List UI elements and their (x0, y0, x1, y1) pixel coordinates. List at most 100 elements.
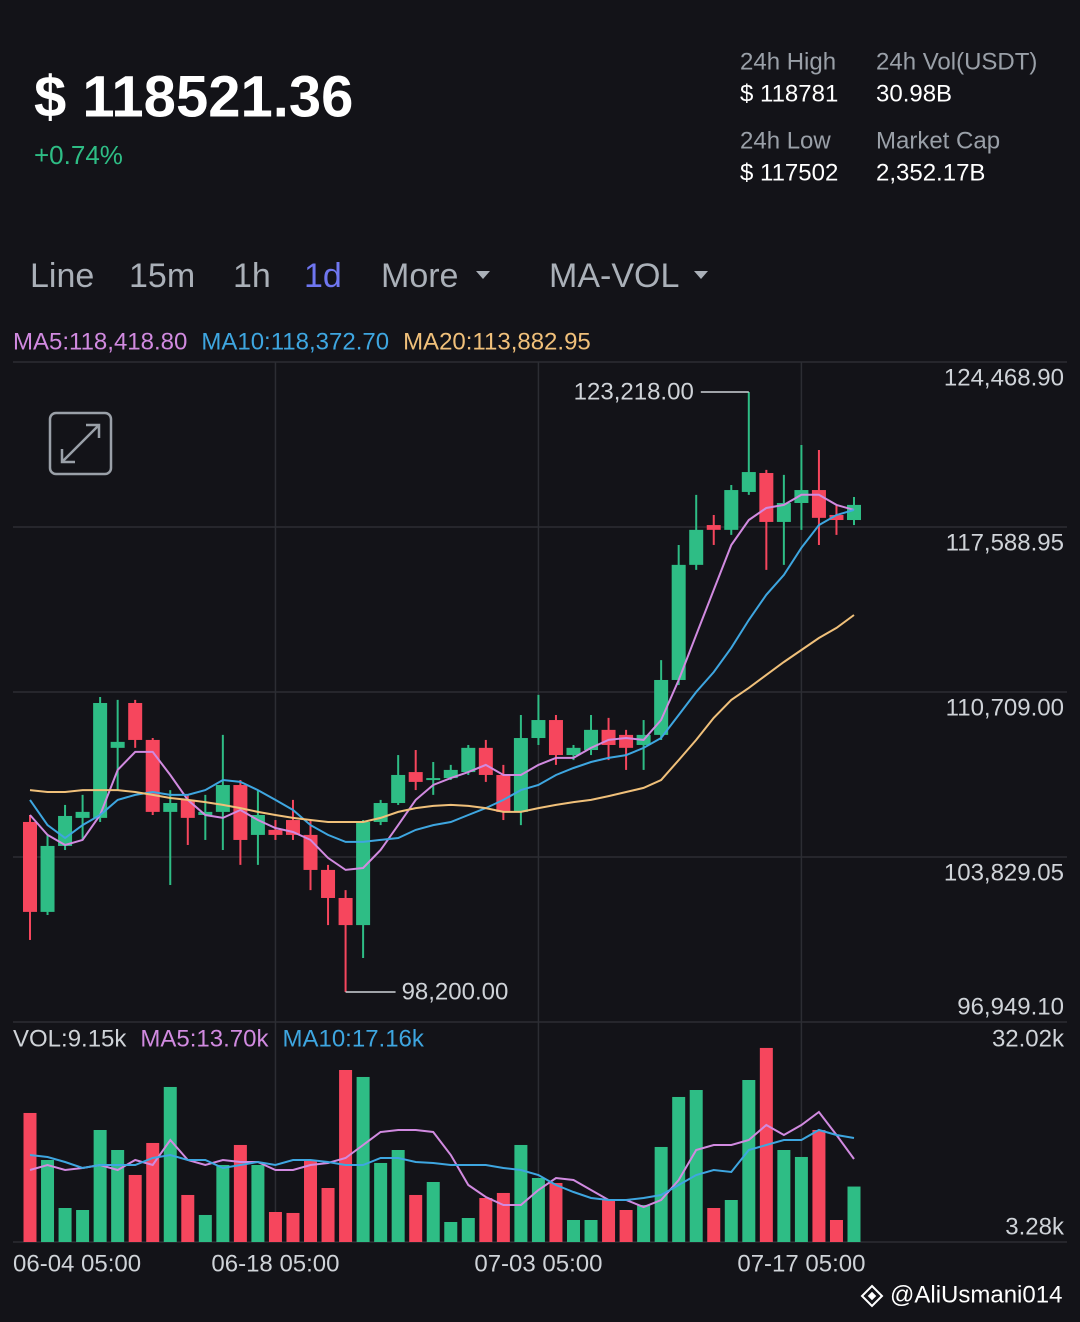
candle-body (110, 741, 125, 748)
volume-bar (707, 1208, 721, 1242)
y-tick-label: 3.28k (1005, 1213, 1065, 1240)
tab[interactable]: More (381, 257, 458, 295)
watermark-icon (860, 1284, 884, 1308)
volume-bar (391, 1150, 405, 1242)
tab[interactable]: 15m (129, 257, 195, 295)
grid (13, 361, 1067, 1242)
volume-bar (672, 1096, 686, 1242)
stat-value: 2,352.17B (876, 159, 985, 186)
candle-body (759, 473, 774, 522)
candle-body (338, 897, 353, 926)
volume-bar (847, 1186, 861, 1242)
stat-value: $ 117502 (740, 159, 838, 186)
dropdown-arrow[interactable] (476, 271, 490, 279)
candle-body (794, 490, 809, 503)
tab[interactable]: Line (30, 257, 94, 295)
stat-label: Market Cap (876, 127, 1000, 154)
tab[interactable]: 1d (304, 257, 342, 295)
low-label: 98,200.00 (402, 978, 509, 1005)
x-tick-label: 07-17 05:00 (737, 1250, 865, 1277)
volume-bar (724, 1200, 738, 1242)
candle-body (58, 815, 73, 846)
volume-bar (444, 1222, 458, 1242)
ma-line (29, 508, 855, 843)
candle-body (145, 739, 160, 812)
volume-bar (777, 1150, 791, 1242)
volume-bar (829, 1220, 843, 1242)
volume-bar (304, 1160, 318, 1242)
expand-button[interactable] (48, 411, 113, 476)
x-tick-label: 06-18 05:00 (211, 1250, 339, 1277)
volume-bar (41, 1160, 55, 1242)
watermark: @AliUsmani014 (890, 1281, 1062, 1308)
volume-bar (461, 1218, 475, 1242)
candle-body (268, 829, 283, 835)
volume-ma-line (29, 1110, 855, 1209)
volume-bar (23, 1112, 37, 1242)
candle-body (654, 679, 669, 735)
candle-body (478, 747, 493, 775)
candle-body (163, 803, 178, 812)
legend-entry: MA10:118,372.70 (201, 328, 389, 355)
candle-body (180, 799, 195, 818)
volume-bar (619, 1210, 633, 1242)
volume-bar (111, 1150, 125, 1242)
legend-entry: MA5:118,418.80 (13, 328, 187, 355)
volume-bar (58, 1208, 72, 1242)
volume-bar (216, 1164, 230, 1242)
legend-entry: MA20:113,882.95 (403, 328, 591, 355)
tab[interactable]: 1h (233, 257, 271, 295)
ma-line (29, 614, 855, 823)
candle-body (619, 734, 634, 748)
volume-bar (479, 1198, 493, 1242)
candle-body (408, 772, 423, 782)
stat-value: $ 118781 (740, 80, 838, 107)
volume-bar (637, 1204, 651, 1242)
candle-body (566, 747, 581, 756)
volume-bar (584, 1220, 598, 1242)
volume-bar (233, 1144, 247, 1242)
volume-bar (742, 1080, 756, 1242)
candle-body (689, 529, 704, 565)
volume-bar (286, 1212, 300, 1242)
candle-body (496, 774, 511, 812)
volume-bar (356, 1076, 370, 1242)
ma-line (29, 493, 855, 871)
candle-body (706, 525, 721, 530)
volume-bar (514, 1144, 528, 1242)
tab-bar: Line 15m 1h 1d More MA-VOL (30, 257, 679, 295)
y-tick-label: 103,829.05 (944, 859, 1064, 886)
legend-entry: MA10:17.16k (282, 1025, 424, 1052)
candle-body (356, 821, 371, 926)
volume-bar (146, 1142, 160, 1242)
volume-bar (181, 1194, 195, 1242)
candle-body (724, 490, 739, 530)
candle-body (391, 774, 406, 804)
volume-bar (93, 1130, 107, 1242)
volume-bar (128, 1174, 142, 1242)
volume-bar (321, 1188, 335, 1242)
candle-body (75, 811, 90, 818)
price: $ 118521.36 (34, 64, 353, 129)
volume-bar (549, 1182, 563, 1242)
volume-bar (76, 1210, 90, 1242)
volume-bar (163, 1086, 177, 1242)
y-tick-label: 96,949.10 (957, 993, 1064, 1020)
stat-label: 24h Low (740, 127, 831, 154)
tab[interactable]: MA-VOL (549, 257, 679, 295)
dropdown-arrow[interactable] (694, 271, 708, 279)
volume-bar (339, 1070, 353, 1242)
stat-label: 24h Vol(USDT) (876, 48, 1037, 75)
candle-body (443, 769, 458, 779)
volume-bar (794, 1156, 808, 1242)
candle-body (128, 703, 143, 740)
x-tick-label: 07-03 05:00 (474, 1250, 602, 1277)
candle-body (426, 778, 441, 781)
volume-bar (602, 1200, 616, 1242)
candle-body (671, 564, 686, 680)
candle-body (250, 815, 265, 835)
candle-body (321, 869, 336, 898)
candle-body (584, 729, 599, 751)
candle-body (829, 514, 844, 521)
